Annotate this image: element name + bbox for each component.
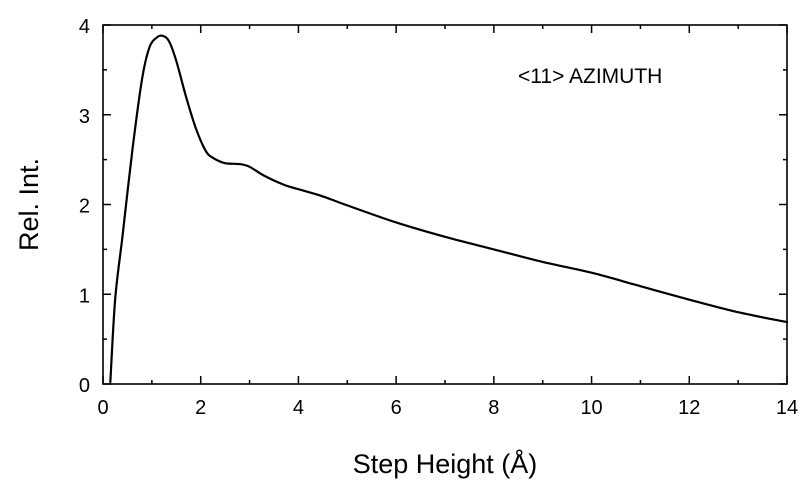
x-tick-label: 4	[293, 397, 304, 419]
axis-ticks	[102, 24, 788, 385]
y-tick-label: 3	[79, 106, 90, 128]
y-tick-label: 2	[79, 196, 90, 218]
x-tick-label: 2	[195, 397, 206, 419]
x-tick-label: 12	[678, 397, 700, 419]
x-tick-label: 10	[580, 397, 602, 419]
plot-frame	[102, 24, 788, 385]
y-tick-label: 0	[79, 375, 90, 397]
x-tick-label: 0	[97, 397, 108, 419]
y-axis-label: Rel. Int.	[14, 158, 44, 251]
y-tick-label: 4	[79, 16, 90, 38]
y-tick-label: 1	[79, 285, 90, 307]
series-line	[109, 34, 789, 384]
x-tick-label: 8	[488, 397, 499, 419]
x-axis-label: Step Height (Å)	[353, 448, 538, 479]
x-tick-label: 6	[391, 397, 402, 419]
x-tick-label: 14	[776, 397, 798, 419]
chart-annotation: <11> AZIMUTH	[518, 65, 662, 88]
